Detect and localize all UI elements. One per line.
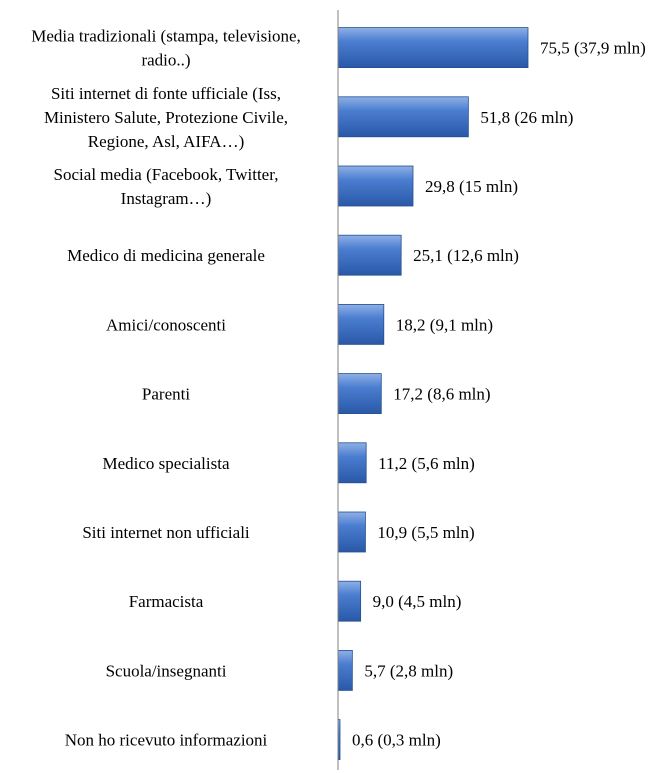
category-label: Medico di medicina generale bbox=[67, 246, 265, 265]
category-label-line: Non ho ricevuto informazioni bbox=[65, 731, 268, 750]
category-label-line: Amici/conoscenti bbox=[106, 315, 226, 334]
data-label: 0,6 (0,3 mln) bbox=[352, 731, 441, 750]
bar bbox=[338, 443, 366, 483]
data-label: 25,1 (12,6 mln) bbox=[413, 246, 519, 265]
category-label-line: Medico di medicina generale bbox=[67, 246, 265, 265]
category-label: Social media (Facebook, Twitter, Instagra… bbox=[54, 165, 279, 208]
data-label: 10,9 (5,5 mln) bbox=[377, 523, 474, 542]
bar bbox=[338, 512, 365, 552]
data-label: 5,7 (2,8 mln) bbox=[364, 661, 453, 680]
category-label: Medico specialista bbox=[103, 454, 230, 473]
category-label: Non ho ricevuto informazioni bbox=[65, 731, 268, 750]
data-label: 29,8 (15 mln) bbox=[425, 177, 518, 196]
bar bbox=[338, 235, 401, 275]
category-label-line: Parenti bbox=[142, 385, 190, 404]
bar bbox=[338, 581, 361, 621]
data-label: 17,2 (8,6 mln) bbox=[393, 385, 490, 404]
bar bbox=[338, 374, 381, 414]
bar bbox=[338, 28, 528, 68]
category-label-line: Siti internet di fonte ufficiale (Iss, bbox=[51, 84, 281, 103]
category-label-line: Scuola/insegnanti bbox=[106, 661, 227, 680]
data-label: 9,0 (4,5 mln) bbox=[373, 592, 462, 611]
category-label-line: Instagram…) bbox=[121, 189, 212, 208]
category-label-line: Regione, Asl, AIFA…) bbox=[88, 132, 244, 151]
bar bbox=[338, 166, 413, 206]
category-label-line: Media tradizionali (stampa, televisione, bbox=[31, 27, 301, 46]
bar bbox=[338, 304, 384, 344]
category-label-line: Siti internet non ufficiali bbox=[82, 523, 250, 542]
category-label: Scuola/insegnanti bbox=[106, 661, 227, 680]
category-label-line: radio..) bbox=[141, 51, 190, 70]
data-label: 51,8 (26 mln) bbox=[480, 108, 573, 127]
category-label: Amici/conoscenti bbox=[106, 315, 226, 334]
bar bbox=[338, 97, 468, 137]
category-label: Parenti bbox=[142, 385, 190, 404]
category-label-line: Social media (Facebook, Twitter, bbox=[54, 165, 279, 184]
data-label: 75,5 (37,9 mln) bbox=[540, 39, 646, 58]
data-label: 18,2 (9,1 mln) bbox=[396, 315, 493, 334]
data-label: 11,2 (5,6 mln) bbox=[378, 454, 475, 473]
category-label-line: Farmacista bbox=[129, 592, 204, 611]
category-label-line: Ministero Salute, Protezione Civile, bbox=[44, 108, 288, 127]
bar bbox=[338, 650, 352, 690]
category-label: Media tradizionali (stampa, televisione,… bbox=[31, 27, 301, 70]
category-label: Farmacista bbox=[129, 592, 204, 611]
category-label: Siti internet non ufficiali bbox=[82, 523, 250, 542]
category-label-line: Medico specialista bbox=[103, 454, 230, 473]
category-label: Siti internet di fonte ufficiale (Iss, Mi… bbox=[44, 84, 288, 151]
